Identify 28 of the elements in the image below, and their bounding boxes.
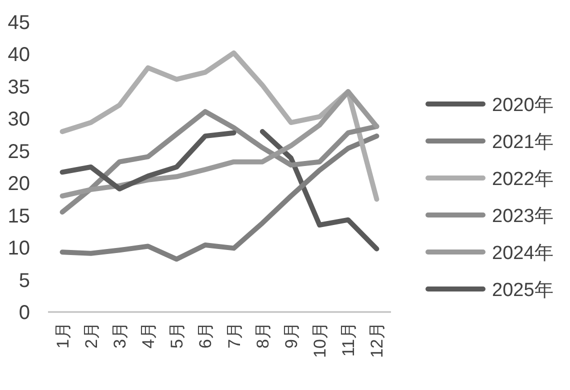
y-tick-label: 20: [8, 173, 30, 196]
y-tick-label: 10: [8, 238, 30, 260]
y-tick-label: 0: [18, 302, 30, 324]
x-tick-label: 6月: [196, 322, 216, 348]
y-tick-label: 40: [8, 44, 30, 66]
y-tick-label: 5: [18, 270, 30, 292]
legend-label: 2022年: [492, 169, 554, 190]
y-tick-label: 15: [8, 205, 30, 228]
y-tick-label: 30: [8, 108, 30, 131]
legend-label: 2023年: [492, 206, 554, 227]
x-tick-label: 2月: [82, 322, 101, 348]
legend-label: 2024年: [492, 243, 554, 264]
x-tick-label: 9月: [282, 322, 301, 348]
x-tick-label: 7月: [224, 322, 244, 348]
x-tick-label: 3月: [110, 322, 130, 348]
x-tick-label: 8月: [253, 322, 272, 348]
y-tick-label: 25: [8, 140, 30, 163]
legend-label: 2020年: [492, 95, 554, 116]
x-tick-label: 5月: [168, 322, 187, 348]
x-tick-label: 11月: [339, 322, 358, 357]
x-tick-label: 4月: [139, 322, 158, 348]
legend-label: 2021年: [492, 132, 554, 153]
legend-label: 2025年: [492, 280, 554, 301]
x-tick-label: 10月: [310, 322, 330, 358]
y-tick-label: 45: [8, 12, 30, 34]
x-tick-label: 12月: [368, 322, 387, 358]
x-tick-label: 1月: [53, 322, 72, 348]
y-tick-label: 35: [8, 76, 30, 98]
